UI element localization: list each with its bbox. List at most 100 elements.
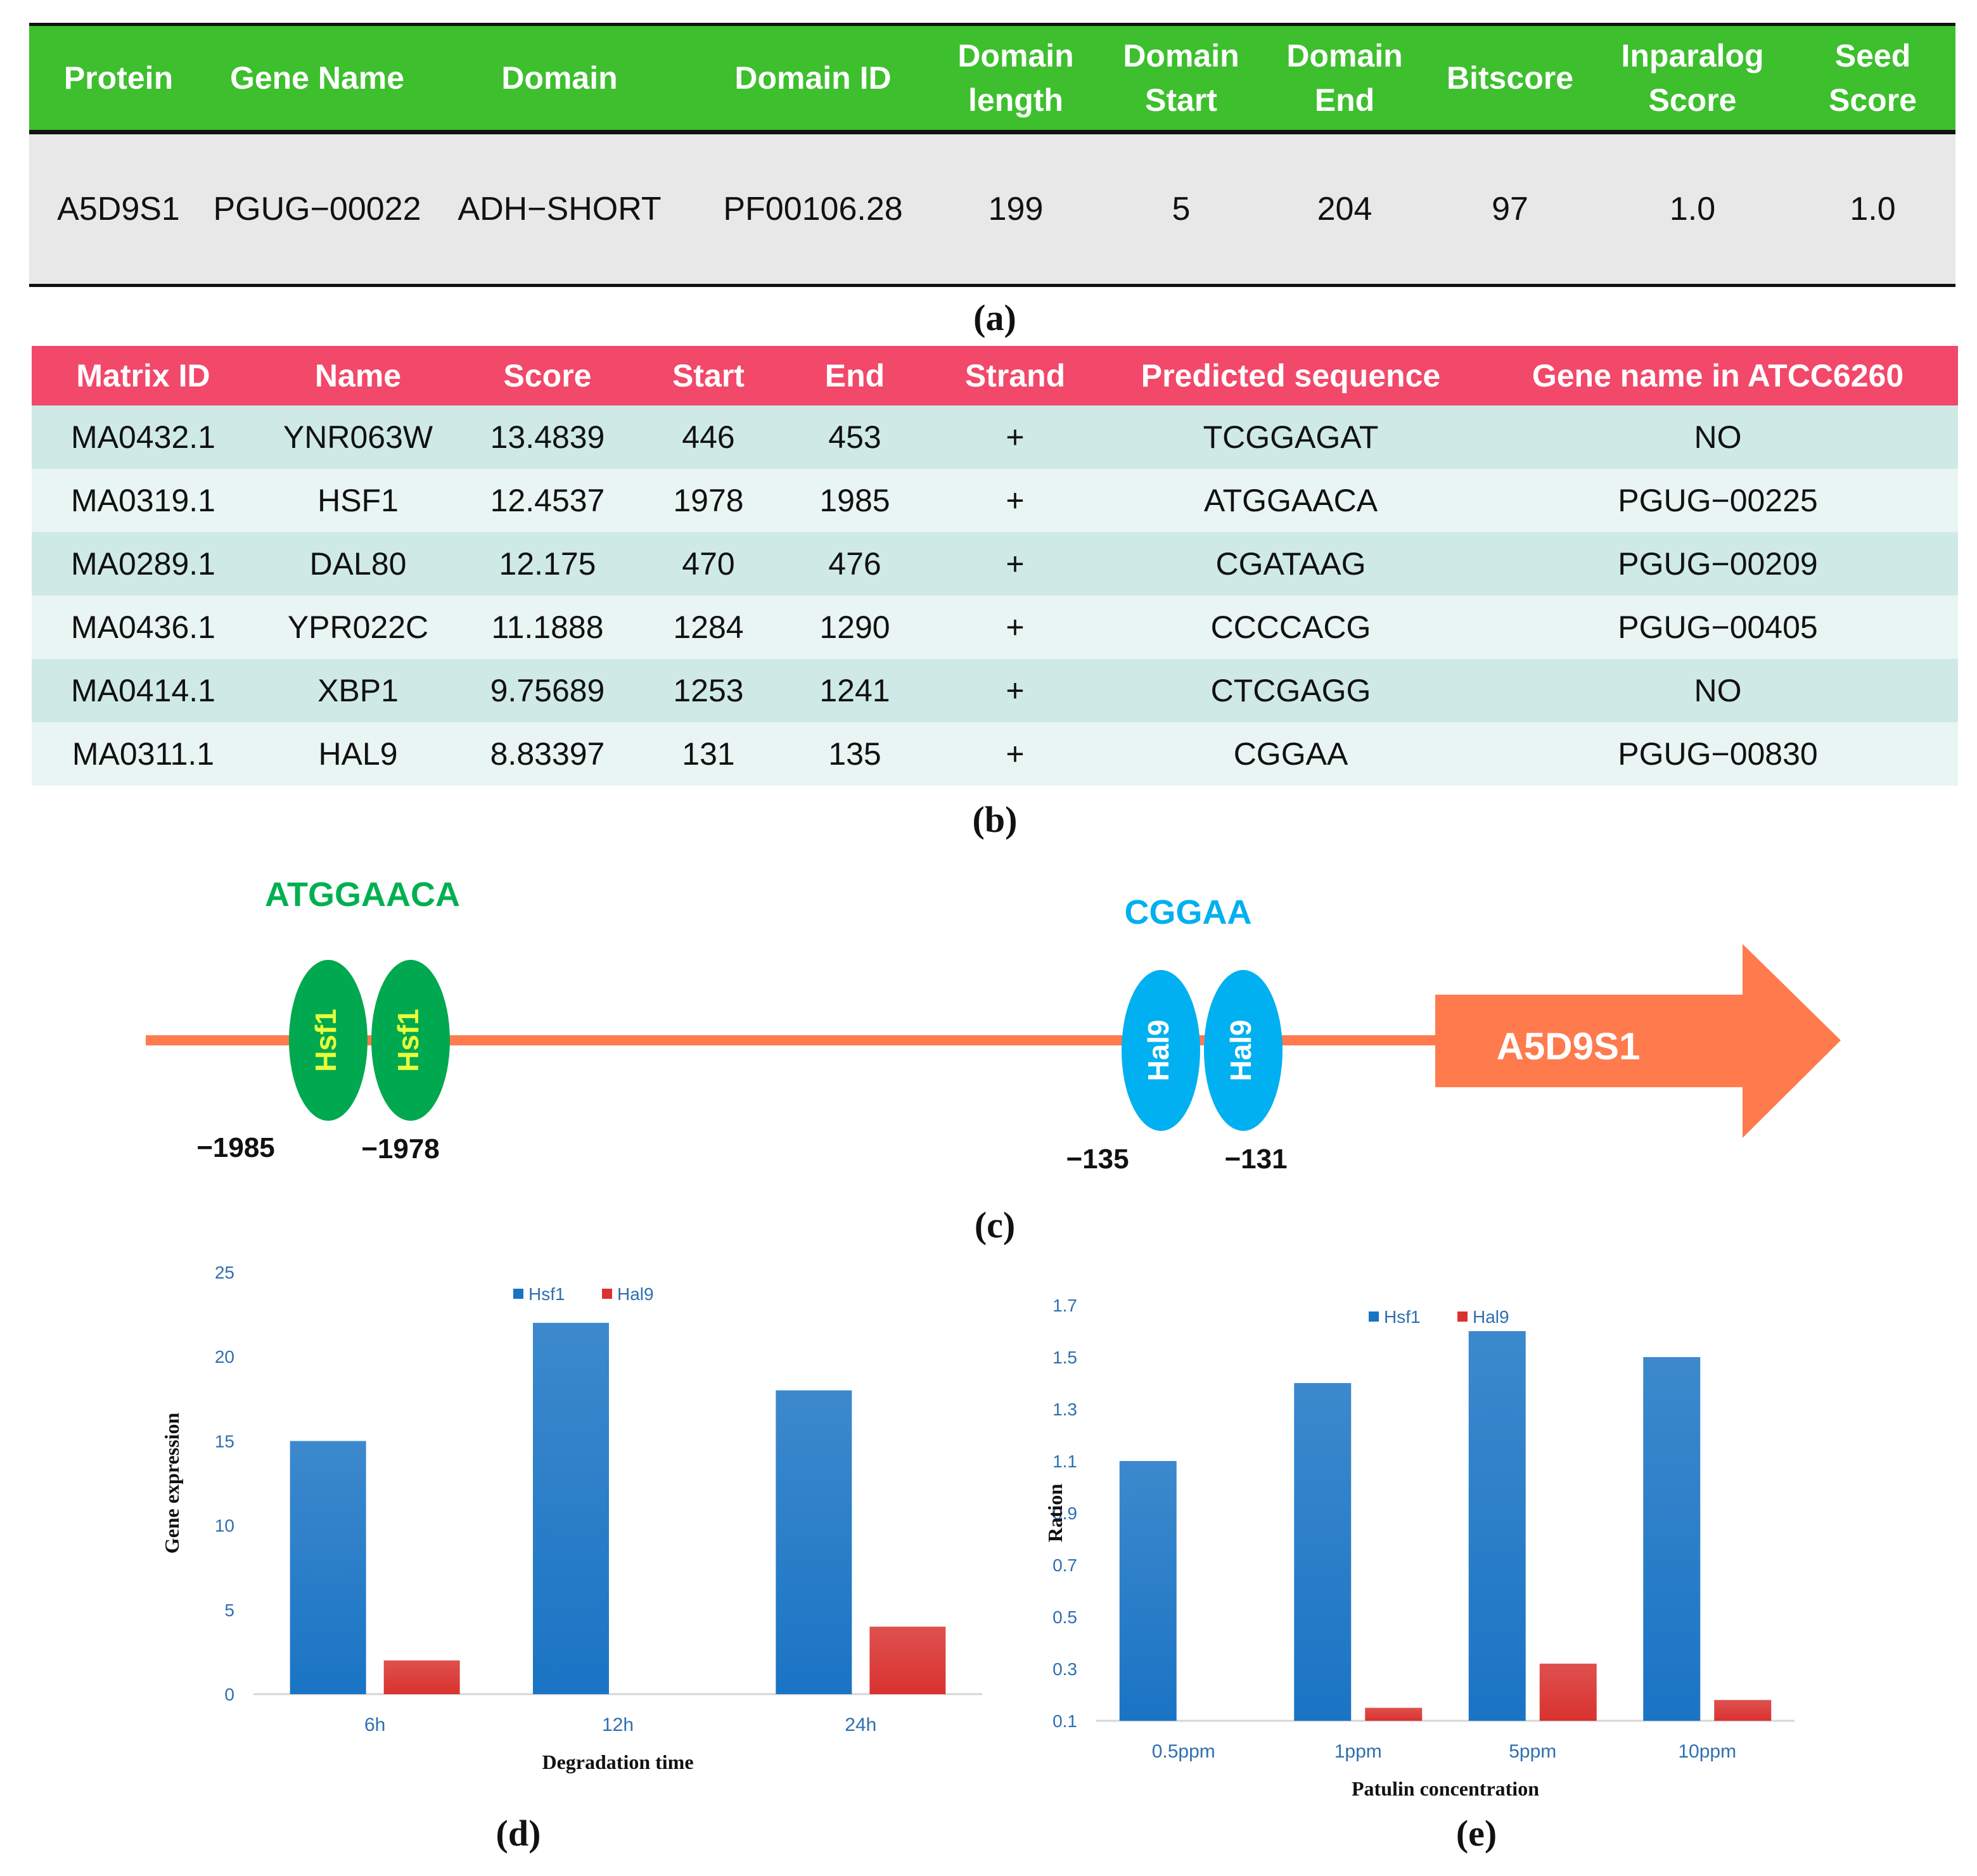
table-cell: ATGGAACA bbox=[1104, 469, 1478, 532]
bar-hsf1-0.5ppm bbox=[1119, 1461, 1177, 1721]
hsf1-label: Hsf1 bbox=[309, 1009, 342, 1072]
table-cell: CGGAA bbox=[1104, 722, 1478, 786]
legend-label: Hal9 bbox=[1473, 1307, 1509, 1327]
header-text: Bitscore bbox=[1446, 60, 1574, 96]
table-cell: CTCGAGG bbox=[1104, 659, 1478, 722]
table-row: A5D9S1 PGUG−00022 ADH−SHORT PF00106.28 1… bbox=[29, 132, 1955, 287]
table-cell: MA0436.1 bbox=[32, 596, 255, 659]
header-text: Inparalog Score bbox=[1621, 38, 1764, 118]
table-cell: + bbox=[926, 469, 1104, 532]
table-row: MA0311.1 HAL9 8.83397 131 135 + CGGAA PGUG−0083… bbox=[32, 722, 1958, 786]
table-cell: 131 bbox=[634, 722, 783, 786]
header-predicted-sequence: Predicted sequence bbox=[1104, 346, 1478, 405]
table-cell: 11.1888 bbox=[461, 596, 634, 659]
header-name: Name bbox=[255, 346, 461, 405]
hal9-binding-site bbox=[1122, 970, 1200, 1131]
table-cell: PGUG−00405 bbox=[1478, 596, 1958, 659]
table-cell: YNR063W bbox=[255, 405, 461, 469]
bar-hsf1-6h bbox=[290, 1441, 366, 1694]
header-text: Gene Name bbox=[229, 60, 405, 96]
header-domain-length: Domain length bbox=[933, 23, 1098, 134]
caption-e: (e) bbox=[1456, 1813, 1497, 1854]
header-inparalog-score: Inparalog Score bbox=[1595, 23, 1790, 134]
chart-gene-expression: 0 5 10 15 20 25 6h 12h 24h Hsf1 Hal9 Degradation ti… bbox=[160, 1263, 982, 1773]
table-cell: 1.0 bbox=[1595, 132, 1790, 287]
hal9-label: Hal9 bbox=[1142, 1019, 1175, 1081]
y-tick-label: 10 bbox=[215, 1516, 234, 1536]
y-axis-label: Gene expression bbox=[160, 1413, 183, 1554]
table-cell: 12.175 bbox=[461, 532, 634, 596]
table-cell: + bbox=[926, 405, 1104, 469]
table-cell: 1253 bbox=[634, 659, 783, 722]
table-row: MA0436.1 YPR022C 11.1888 1284 1290 + CCCCACG PG… bbox=[32, 596, 1958, 659]
table-cell: MA0289.1 bbox=[32, 532, 255, 596]
x-tick-label: 5ppm bbox=[1509, 1741, 1556, 1762]
y-tick-label: 1.5 bbox=[1052, 1348, 1077, 1367]
bar-hsf1-12h bbox=[533, 1322, 609, 1694]
table-cell: 97 bbox=[1425, 132, 1595, 287]
table-cell: 204 bbox=[1264, 132, 1425, 287]
table-cell: PGUG−00225 bbox=[1478, 469, 1958, 532]
table-cell: 446 bbox=[634, 405, 783, 469]
hal9-binding-site bbox=[1204, 970, 1283, 1131]
bar-hsf1-10ppm bbox=[1643, 1357, 1701, 1721]
bar-hsf1-24h bbox=[776, 1390, 852, 1694]
table-cell: HAL9 bbox=[255, 722, 461, 786]
table-cell: 199 bbox=[933, 132, 1098, 287]
table-cell: PGUG−00830 bbox=[1478, 722, 1958, 786]
header-gene-name-atcc6260: Gene name in ATCC6260 bbox=[1478, 346, 1958, 405]
y-tick-label: 25 bbox=[215, 1263, 234, 1282]
header-text: Domain ID bbox=[734, 60, 892, 96]
y-tick-label: 0.3 bbox=[1052, 1659, 1077, 1679]
table-cell: DAL80 bbox=[255, 532, 461, 596]
table-cell: 453 bbox=[783, 405, 926, 469]
x-tick-label: 12h bbox=[602, 1714, 634, 1735]
legend-swatch bbox=[602, 1289, 612, 1299]
y-tick-label: 0.5 bbox=[1052, 1607, 1077, 1627]
x-tick-label: 6h bbox=[364, 1714, 385, 1735]
table-cell: CGATAAG bbox=[1104, 532, 1478, 596]
legend-swatch bbox=[513, 1289, 523, 1299]
bar-hsf1-5ppm bbox=[1468, 1331, 1526, 1721]
table-cell: 12.4537 bbox=[461, 469, 634, 532]
table-cell: MA0311.1 bbox=[32, 722, 255, 786]
table-cell: CCCCACG bbox=[1104, 596, 1478, 659]
table-cell: 476 bbox=[783, 532, 926, 596]
legend-label: Hsf1 bbox=[528, 1284, 565, 1304]
header-start: Start bbox=[634, 346, 783, 405]
table-cell: 1978 bbox=[634, 469, 783, 532]
table-cell: NO bbox=[1478, 405, 1958, 469]
table-row: MA0319.1 HSF1 12.4537 1978 1985 + ATGGAACA PGUG… bbox=[32, 469, 1958, 532]
table-row: MA0289.1 DAL80 12.175 470 476 + CGATAAG PGUG−00… bbox=[32, 532, 1958, 596]
table-cell: NO bbox=[1478, 659, 1958, 722]
table-cell: 5 bbox=[1098, 132, 1264, 287]
header-domain-id: Domain ID bbox=[693, 23, 933, 134]
header-text: Protein bbox=[63, 60, 174, 96]
table-cell: 8.83397 bbox=[461, 722, 634, 786]
bar-hal9-6h bbox=[383, 1660, 460, 1694]
hsf1-sequence-label: ATGGAACA bbox=[265, 876, 460, 914]
table-cell: 1290 bbox=[783, 596, 926, 659]
header-gene-name: Gene Name bbox=[208, 23, 426, 134]
legend-label: Hsf1 bbox=[1384, 1307, 1421, 1327]
x-axis-label: Patulin concentration bbox=[1352, 1777, 1539, 1800]
legend-label: Hal9 bbox=[617, 1284, 654, 1304]
header-text: Domain length bbox=[957, 38, 1074, 118]
x-tick-label: 24h bbox=[845, 1714, 876, 1735]
chart-ration: 0.1 0.3 0.5 0.7 0.9 1.1 1.3 1.5 1.7 0.5ppm 1ppm 5pp… bbox=[1044, 1296, 1795, 1800]
header-text: Seed Score bbox=[1829, 38, 1917, 118]
x-tick-label: 1ppm bbox=[1334, 1741, 1382, 1762]
hsf1-binding-site bbox=[289, 960, 368, 1121]
table-cell: + bbox=[926, 596, 1104, 659]
table-cell: + bbox=[926, 532, 1104, 596]
position-1978: −1978 bbox=[361, 1133, 440, 1165]
y-tick-label: 0 bbox=[224, 1685, 234, 1704]
table-cell: PF00106.28 bbox=[693, 132, 933, 287]
table-cell: A5D9S1 bbox=[29, 132, 208, 287]
table-cell: XBP1 bbox=[255, 659, 461, 722]
hsf1-binding-site bbox=[371, 960, 450, 1121]
y-tick-label: 0.9 bbox=[1052, 1503, 1077, 1523]
table-cell: YPR022C bbox=[255, 596, 461, 659]
hal9-sequence-label: CGGAA bbox=[1125, 893, 1252, 931]
position-1985: −1985 bbox=[196, 1132, 275, 1163]
